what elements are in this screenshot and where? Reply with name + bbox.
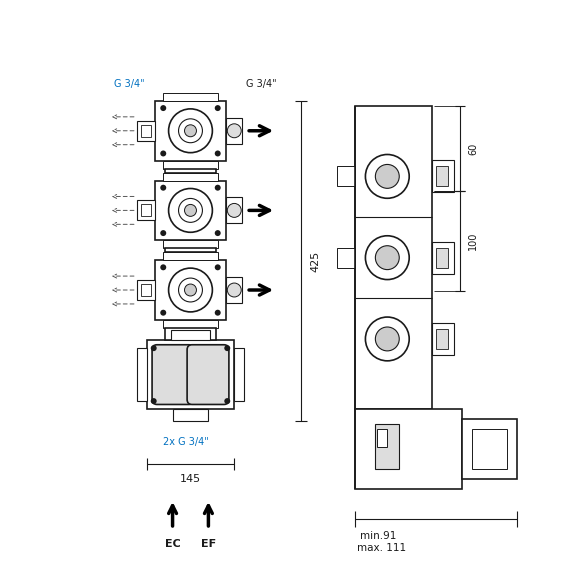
Circle shape	[376, 164, 399, 188]
Text: EF: EF	[201, 539, 216, 549]
Bar	[163, 320, 218, 328]
Circle shape	[376, 327, 399, 351]
Bar	[234, 347, 244, 401]
FancyBboxPatch shape	[152, 345, 194, 404]
Bar	[163, 240, 218, 248]
Bar	[154, 181, 226, 240]
Bar	[141, 125, 151, 137]
Bar	[436, 247, 448, 267]
Circle shape	[178, 278, 202, 302]
Bar	[164, 328, 216, 340]
Bar	[147, 340, 234, 410]
Text: 2x G 3/4": 2x G 3/4"	[163, 438, 208, 448]
Bar	[163, 252, 218, 260]
Circle shape	[366, 236, 409, 280]
Bar	[171, 330, 211, 340]
Circle shape	[228, 204, 241, 218]
FancyBboxPatch shape	[187, 345, 229, 404]
Circle shape	[215, 264, 221, 270]
Circle shape	[160, 264, 166, 270]
Bar	[472, 429, 507, 469]
Bar	[374, 424, 400, 469]
Bar	[355, 410, 462, 489]
Text: G 3/4": G 3/4"	[246, 79, 277, 89]
Circle shape	[228, 124, 241, 137]
Bar	[173, 410, 208, 421]
Bar	[141, 204, 151, 216]
Bar	[226, 198, 242, 223]
Bar	[436, 329, 448, 349]
Circle shape	[215, 185, 221, 191]
Circle shape	[160, 185, 166, 191]
Bar	[141, 284, 151, 296]
Bar	[154, 101, 226, 161]
Circle shape	[366, 317, 409, 361]
Text: G 3/4": G 3/4"	[114, 79, 144, 89]
Bar	[163, 93, 218, 101]
Bar	[432, 242, 454, 274]
Text: 145: 145	[180, 474, 201, 484]
Circle shape	[160, 230, 166, 236]
Circle shape	[178, 119, 202, 143]
Circle shape	[151, 345, 157, 351]
Bar	[163, 173, 218, 181]
Bar	[164, 248, 216, 252]
Circle shape	[228, 283, 241, 297]
Bar	[137, 201, 154, 221]
Circle shape	[215, 150, 221, 156]
Bar	[462, 419, 517, 479]
Circle shape	[215, 105, 221, 111]
Circle shape	[184, 204, 197, 216]
Circle shape	[224, 345, 230, 351]
Bar	[137, 347, 147, 401]
Circle shape	[168, 109, 212, 153]
Circle shape	[160, 105, 166, 111]
Bar	[432, 323, 454, 355]
Bar	[154, 260, 226, 320]
Text: 425: 425	[311, 250, 321, 272]
Text: min.91: min.91	[360, 531, 396, 541]
Bar	[137, 121, 154, 141]
Bar	[163, 161, 218, 168]
Circle shape	[178, 198, 202, 222]
Bar	[355, 106, 432, 409]
Bar	[337, 247, 355, 267]
Circle shape	[168, 268, 212, 312]
Circle shape	[184, 125, 197, 137]
Circle shape	[151, 398, 157, 404]
Circle shape	[215, 309, 221, 316]
Bar	[337, 167, 355, 187]
Text: 60: 60	[468, 143, 478, 154]
Bar	[432, 160, 454, 192]
Bar	[164, 168, 216, 173]
Text: EC: EC	[165, 539, 180, 549]
Circle shape	[160, 150, 166, 156]
Circle shape	[160, 309, 166, 316]
Circle shape	[168, 188, 212, 232]
Circle shape	[184, 284, 197, 296]
Circle shape	[376, 246, 399, 270]
Bar	[377, 429, 387, 448]
Bar	[226, 277, 242, 303]
Circle shape	[366, 154, 409, 198]
Circle shape	[224, 398, 230, 404]
Text: 100: 100	[468, 232, 478, 250]
Bar	[436, 167, 448, 187]
Text: max. 111: max. 111	[357, 543, 406, 553]
Bar	[137, 280, 154, 300]
Bar	[226, 118, 242, 144]
Circle shape	[215, 230, 221, 236]
